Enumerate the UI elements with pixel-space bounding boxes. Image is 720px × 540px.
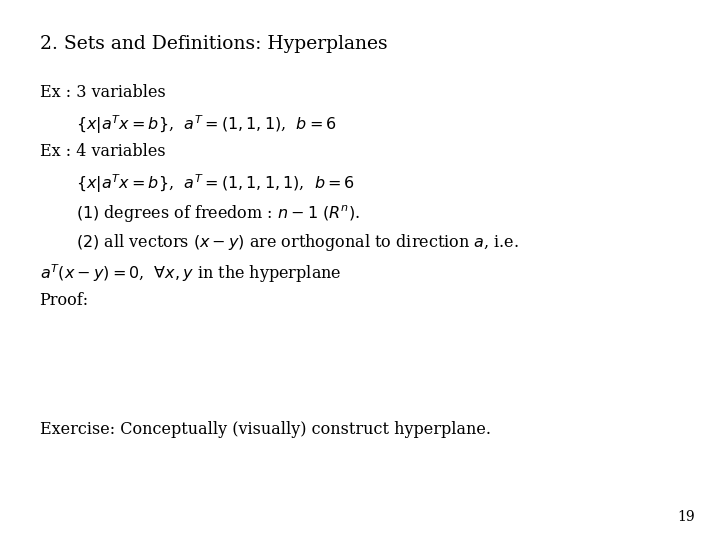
- Text: Ex : 4 variables: Ex : 4 variables: [40, 143, 165, 160]
- Text: 2. Sets and Definitions: Hyperplanes: 2. Sets and Definitions: Hyperplanes: [40, 35, 387, 53]
- Text: Exercise: Conceptually (visually) construct hyperplane.: Exercise: Conceptually (visually) constr…: [40, 421, 490, 438]
- Text: $a^T(x - y) = 0$,  $\forall x, y$ in the hyperplane: $a^T(x - y) = 0$, $\forall x, y$ in the …: [40, 262, 341, 285]
- Text: $\{x|a^T x = b\}$,  $a^T = (1,1,1,1)$,  $b = 6$: $\{x|a^T x = b\}$, $a^T = (1,1,1,1)$, $b…: [76, 173, 355, 195]
- Text: 19: 19: [678, 510, 695, 524]
- Text: $(1)$ degrees of freedom : $n - 1$ $(R^n)$.: $(1)$ degrees of freedom : $n - 1$ $(R^n…: [76, 202, 360, 224]
- Text: $\{x|a^T x = b\}$,  $a^T = (1,1,1)$,  $b = 6$: $\{x|a^T x = b\}$, $a^T = (1,1,1)$, $b =…: [76, 113, 336, 136]
- Text: $(2)$ all vectors $(x - y)$ are orthogonal to direction $a$, i.e.: $(2)$ all vectors $(x - y)$ are orthogon…: [76, 232, 518, 253]
- Text: Ex : 3 variables: Ex : 3 variables: [40, 84, 166, 100]
- Text: Proof:: Proof:: [40, 292, 89, 308]
